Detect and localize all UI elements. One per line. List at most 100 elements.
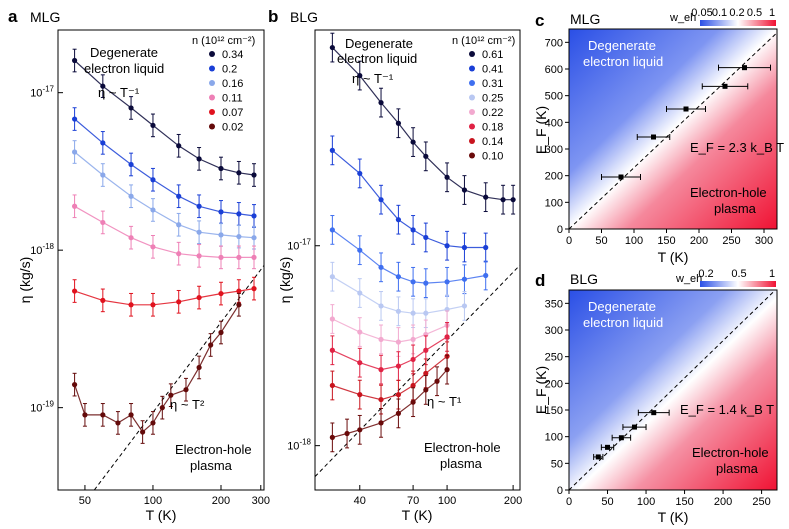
fit-line-0.16 — [74, 151, 255, 239]
panel-a-letter: a — [8, 7, 18, 26]
panel-b-letter: b — [268, 7, 278, 26]
legend-label-0.22: 0.22 — [482, 107, 503, 119]
data-point-0.34 — [196, 156, 202, 162]
x-tick-label: 100 — [144, 495, 162, 507]
x-tick-label: 100 — [637, 496, 655, 508]
panel-c-degenerate-2: electron liquid — [583, 54, 663, 69]
data-point-0.10 — [357, 427, 363, 433]
x-tick-label: 100 — [625, 235, 643, 247]
data-point-0.16 — [218, 232, 224, 238]
panel-d-degenerate-1: Degenerate — [588, 299, 656, 314]
panel-c-degenerate-1: Degenerate — [588, 38, 656, 53]
data-point-0.41 — [423, 234, 429, 241]
legend-label-0.14: 0.14 — [482, 136, 503, 148]
data-point — [651, 134, 656, 140]
colorbar-tick-label: 0.5 — [747, 7, 762, 19]
data-point-0.25 — [461, 303, 468, 309]
legend-marker-0.31 — [469, 80, 475, 86]
data-point-0.2 — [176, 193, 182, 199]
x-tick-label: 300 — [755, 235, 773, 247]
data-point-0.02 — [115, 420, 121, 426]
panel-d-heatmap — [569, 290, 777, 490]
x-tick-label: 250 — [752, 496, 770, 508]
data-point-0.18 — [329, 347, 335, 353]
data-point-0.16 — [71, 149, 78, 155]
y-tick-label: 50 — [551, 458, 563, 470]
x-tick-label: 200 — [504, 495, 522, 507]
fit-line-0.18 — [332, 336, 448, 371]
data-point-0.10 — [344, 430, 350, 437]
data-point-0.25 — [378, 303, 384, 309]
data-point-0.25 — [423, 310, 429, 316]
data-point-0.22 — [395, 339, 402, 345]
data-point-0.02 — [236, 302, 242, 308]
data-point-0.31 — [483, 272, 489, 279]
data-point-0.16 — [128, 193, 134, 199]
panel-a-eh-1: Electron-hole — [175, 442, 252, 457]
data-point-0.16 — [100, 172, 106, 178]
panel-b-degenerate-2: electron liquid — [337, 51, 417, 66]
data-point-0.61 — [423, 153, 429, 159]
data-point-0.41 — [444, 243, 450, 249]
colorbar-tick-label: 0.1 — [712, 7, 727, 19]
legend-marker-0.34 — [209, 51, 215, 57]
legend-label-0.18: 0.18 — [482, 122, 503, 134]
data-point-0.31 — [461, 276, 468, 282]
x-tick-label: 0 — [566, 235, 572, 247]
data-point-0.31 — [423, 280, 429, 286]
x-tick-label: 0 — [566, 496, 572, 508]
panel-b-eta-tinv: η ~ T⁻¹ — [352, 71, 394, 86]
panel-c-axes: 0 50 100 150 200 250 300 0 100 200 300 400 500 600 700 — [545, 37, 774, 247]
panel-c-title: MLG — [570, 11, 600, 27]
data-point-0.41 — [410, 227, 416, 233]
y-tick-label: 0 — [557, 224, 563, 236]
panel-c-ef-line: E_F = 2.3 k_B T — [690, 140, 784, 155]
data-point — [651, 410, 657, 416]
y-tick-label: 300 — [545, 325, 563, 337]
data-point-0.18 — [395, 363, 402, 369]
data-point-0.10 — [423, 387, 429, 393]
data-point-0.34 — [236, 170, 242, 176]
y-tick-label: 350 — [545, 298, 563, 310]
panel-d-plot — [569, 290, 776, 490]
legend-marker-0.22 — [469, 109, 475, 115]
data-point-0.31 — [357, 247, 363, 253]
data-point-0.41 — [357, 170, 363, 177]
data-point-0.14 — [357, 392, 363, 398]
panel-b-eh-1: Electron-hole — [424, 440, 501, 455]
data-point-0.10 — [410, 399, 416, 405]
legend-marker-0.18 — [469, 123, 475, 130]
data-point-0.25 — [395, 308, 402, 314]
data-point-0.14 — [410, 382, 416, 389]
panel-b-title: BLG — [290, 9, 318, 25]
colorbar-tick-label: 0.2 — [698, 268, 713, 280]
panel-d-weh-label: w_eh — [675, 273, 702, 285]
data-point-0.14 — [395, 392, 402, 398]
data-point-0.61 — [395, 120, 402, 126]
fit-line-0.31 — [332, 229, 486, 284]
panel-a-eta-tsq: η ~ T² — [170, 397, 205, 412]
panel-a-degenerate-1: Degenerate — [90, 45, 158, 60]
legend-label-0.07: 0.07 — [222, 107, 243, 119]
panel-c-frame — [568, 28, 778, 230]
panel-a-eta-tinv: η ~ T⁻¹ — [98, 85, 140, 100]
data-point-0.61 — [357, 72, 363, 79]
y-tick-label: 10-19 — [30, 400, 54, 415]
data-point-0.31 — [378, 264, 384, 270]
data-point-0.07 — [196, 294, 202, 301]
data-point-0.18 — [423, 347, 429, 353]
data-point-0.18 — [444, 334, 450, 340]
panel-d-eh-1: Electron-hole — [692, 445, 769, 460]
data-point-0.34 — [251, 172, 257, 178]
data-point — [722, 83, 728, 89]
legend-label-0.02: 0.02 — [222, 122, 243, 134]
data-point-0.07 — [218, 290, 224, 297]
data-point-0.07 — [128, 302, 134, 308]
data-point-0.11 — [251, 254, 257, 260]
panel-d-degenerate-2: electron liquid — [583, 315, 663, 330]
panel-d-colorbar — [700, 281, 776, 287]
data-point-0.16 — [176, 222, 182, 228]
data-point-0.2 — [236, 211, 242, 217]
panel-a-title: MLG — [30, 9, 60, 25]
panel-b-axes: 40 70 100 200 10-18 10-17 — [287, 238, 522, 507]
